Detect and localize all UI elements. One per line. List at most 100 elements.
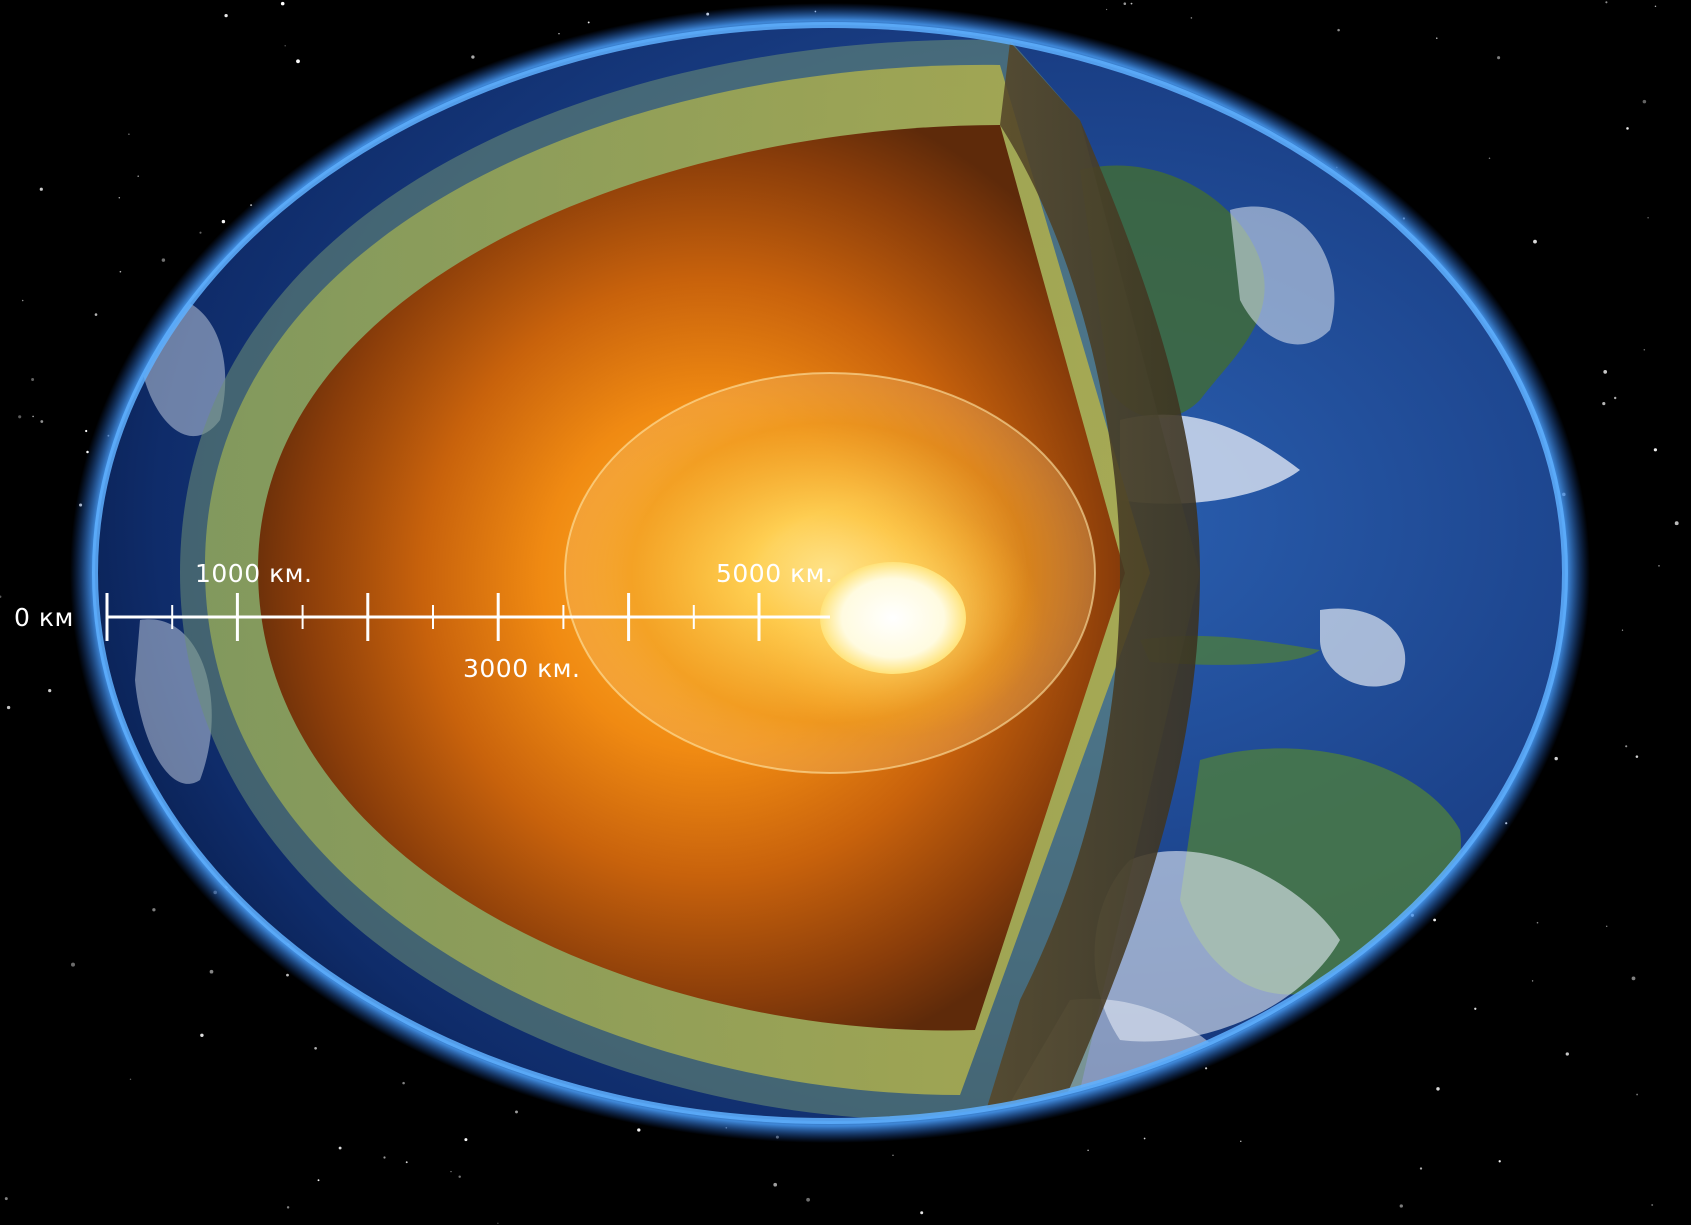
star: [1653, 448, 1658, 452]
star: [806, 1197, 810, 1202]
star: [450, 1170, 452, 1173]
earth-interior-cutaway: [180, 39, 1200, 1121]
star: [1337, 28, 1340, 32]
scale-label-3000km: 3000 км.: [463, 654, 580, 683]
star: [6, 705, 11, 710]
star: [296, 59, 300, 64]
star: [587, 21, 590, 24]
star: [1105, 8, 1108, 11]
star: [1636, 1093, 1639, 1096]
star: [383, 1156, 386, 1159]
star: [1621, 629, 1624, 631]
inner-core: [820, 562, 966, 674]
star: [1433, 918, 1436, 922]
scale-label-1000km: 1000 км.: [195, 559, 312, 588]
star: [39, 187, 43, 191]
star: [4, 1197, 8, 1201]
star: [773, 1182, 778, 1187]
star: [128, 133, 130, 136]
star: [1643, 349, 1646, 351]
star: [471, 55, 475, 59]
star: [892, 1154, 894, 1157]
star: [221, 219, 226, 224]
star: [161, 258, 166, 262]
star: [1240, 1140, 1242, 1142]
star: [280, 1, 285, 6]
star: [1531, 980, 1534, 982]
scale-label-5000km: 5000 км.: [716, 559, 833, 588]
star: [1190, 17, 1193, 19]
star: [32, 415, 34, 418]
star: [152, 908, 156, 912]
star: [118, 197, 121, 199]
star: [1647, 216, 1649, 219]
star: [338, 1146, 342, 1150]
star: [286, 973, 289, 977]
star: [85, 429, 88, 433]
star: [1474, 1007, 1477, 1010]
star: [1497, 56, 1501, 60]
star: [1565, 1052, 1569, 1056]
star: [515, 1110, 518, 1114]
star: [0, 595, 2, 599]
depth-scale: 0 км 1000 км. 3000 км. 5000 км.: [14, 559, 833, 683]
star: [199, 231, 202, 234]
star: [1143, 1137, 1146, 1140]
star: [1488, 157, 1491, 160]
earth: [70, 3, 1590, 1143]
star: [286, 1206, 290, 1209]
star: [18, 415, 22, 419]
star: [1625, 745, 1628, 748]
star: [1605, 925, 1608, 928]
star: [405, 1161, 408, 1164]
star: [1554, 756, 1558, 761]
star: [209, 969, 214, 974]
star: [464, 1138, 468, 1142]
star: [31, 378, 35, 381]
star: [137, 175, 140, 178]
star: [1658, 565, 1660, 567]
star: [119, 270, 122, 273]
star: [284, 45, 286, 47]
star: [1533, 239, 1537, 244]
star: [71, 962, 75, 967]
star: [1654, 5, 1657, 8]
star: [402, 1081, 405, 1085]
star: [200, 1033, 204, 1038]
star: [21, 299, 24, 302]
star: [1602, 402, 1606, 406]
star: [920, 1211, 924, 1215]
star: [1613, 396, 1617, 400]
scale-ticks: [105, 593, 761, 641]
star: [1419, 1167, 1423, 1170]
star: [224, 13, 228, 18]
star: [458, 1175, 461, 1178]
star: [1436, 37, 1438, 39]
star: [1603, 370, 1608, 374]
star: [1626, 127, 1629, 130]
star: [1399, 1204, 1403, 1208]
star: [497, 1222, 499, 1224]
cloud-band: [1320, 608, 1406, 687]
star: [558, 33, 560, 35]
star: [1498, 1160, 1501, 1163]
star: [1635, 755, 1639, 758]
star: [40, 420, 44, 423]
star: [637, 1128, 641, 1132]
star: [317, 1179, 320, 1182]
star: [1631, 976, 1636, 981]
star: [1536, 921, 1539, 924]
star: [1605, 1, 1608, 4]
scale-label-0km: 0 км: [14, 603, 74, 632]
star: [1130, 2, 1133, 5]
star: [1674, 521, 1679, 526]
outer-core-rim: [564, 372, 1096, 774]
star: [1651, 1204, 1654, 1206]
star: [1087, 1149, 1089, 1152]
cut-face: [960, 42, 1200, 1121]
star: [1123, 2, 1127, 5]
star: [1642, 99, 1647, 104]
earth-rim: [92, 22, 1568, 1124]
cloud-band: [1094, 851, 1340, 1042]
